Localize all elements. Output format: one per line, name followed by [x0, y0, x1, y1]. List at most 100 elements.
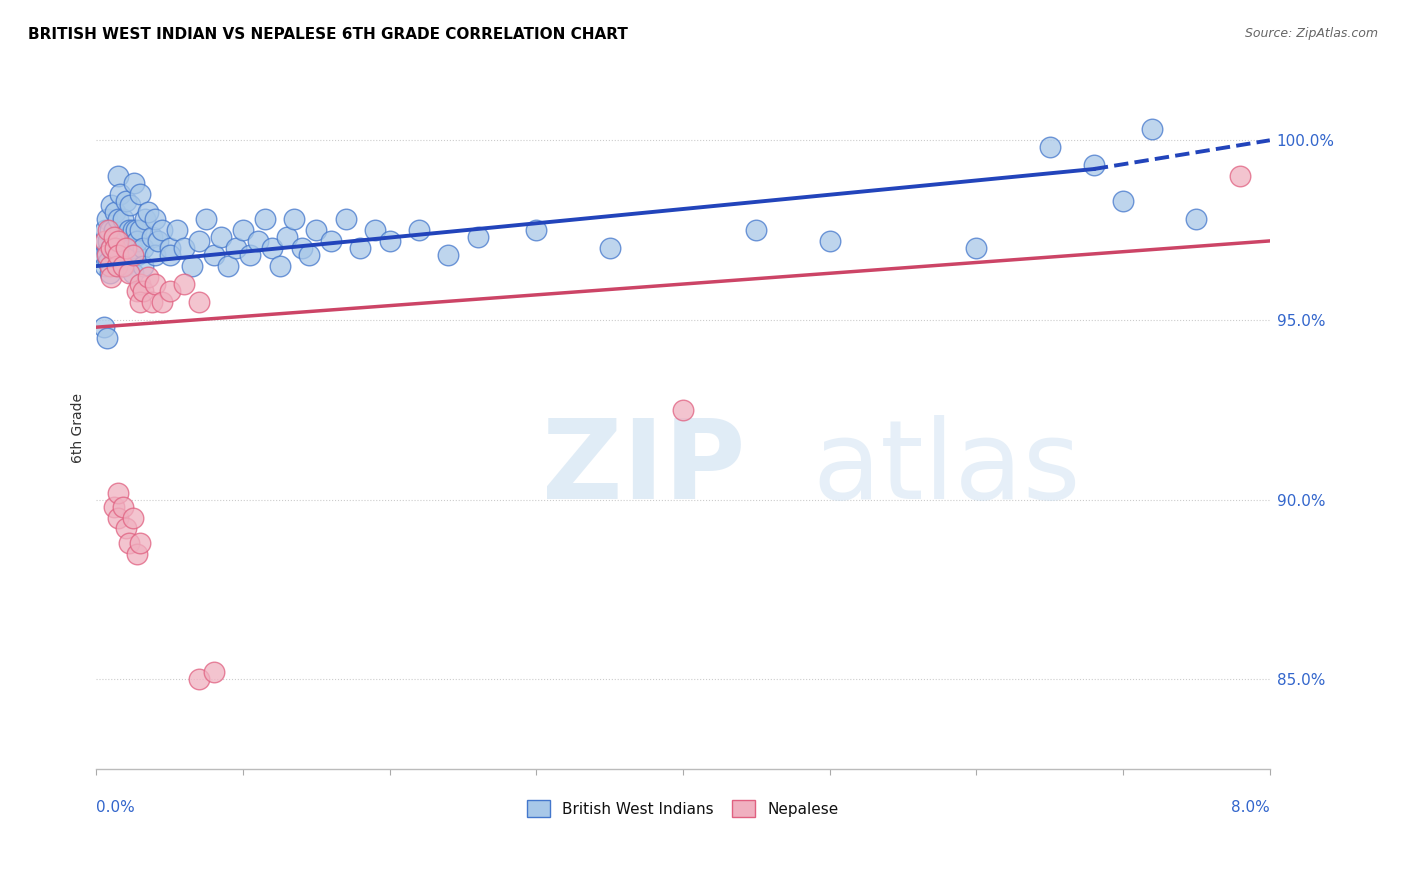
- Point: [283, 212, 305, 227]
- Point: [114, 241, 136, 255]
- Point: [121, 241, 143, 255]
- Point: [100, 241, 122, 255]
- Point: [269, 259, 291, 273]
- Point: [97, 223, 120, 237]
- Point: [349, 241, 371, 255]
- Point: [239, 248, 262, 262]
- Point: [103, 230, 125, 244]
- Point: [93, 320, 115, 334]
- Point: [127, 248, 149, 262]
- Point: [136, 269, 159, 284]
- Point: [298, 248, 321, 262]
- Point: [96, 244, 118, 259]
- Point: [117, 536, 139, 550]
- Point: [127, 234, 149, 248]
- Point: [319, 234, 342, 248]
- Point: [107, 234, 129, 248]
- Point: [98, 223, 121, 237]
- Point: [364, 223, 387, 237]
- Point: [378, 234, 401, 248]
- Point: [107, 485, 129, 500]
- Text: ZIP: ZIP: [543, 416, 745, 523]
- Point: [117, 223, 139, 237]
- Point: [129, 223, 152, 237]
- Text: 8.0%: 8.0%: [1232, 800, 1270, 815]
- Point: [112, 259, 135, 273]
- Point: [437, 248, 460, 262]
- Point: [93, 234, 115, 248]
- Point: [232, 223, 254, 237]
- Point: [97, 255, 120, 269]
- Point: [599, 241, 621, 255]
- Point: [745, 223, 768, 237]
- Text: 0.0%: 0.0%: [97, 800, 135, 815]
- Point: [129, 295, 152, 310]
- Point: [202, 248, 225, 262]
- Point: [129, 277, 152, 291]
- Point: [94, 234, 117, 248]
- Point: [262, 241, 284, 255]
- Point: [246, 234, 269, 248]
- Point: [122, 223, 145, 237]
- Point: [672, 402, 695, 417]
- Point: [132, 259, 155, 273]
- Point: [150, 295, 173, 310]
- Text: atlas: atlas: [813, 416, 1081, 523]
- Point: [143, 248, 166, 262]
- Point: [98, 259, 121, 273]
- Point: [202, 665, 225, 680]
- Point: [129, 187, 152, 202]
- Point: [188, 673, 211, 687]
- Point: [100, 269, 122, 284]
- Point: [98, 266, 121, 280]
- Point: [111, 259, 134, 273]
- Point: [107, 248, 129, 262]
- Point: [1112, 194, 1135, 209]
- Text: Source: ZipAtlas.com: Source: ZipAtlas.com: [1244, 27, 1378, 40]
- Point: [526, 223, 548, 237]
- Point: [335, 212, 357, 227]
- Point: [166, 223, 188, 237]
- Point: [96, 331, 118, 345]
- Point: [111, 500, 134, 514]
- Point: [117, 266, 139, 280]
- Point: [159, 241, 181, 255]
- Point: [150, 223, 173, 237]
- Point: [105, 259, 128, 273]
- Point: [120, 198, 142, 212]
- Point: [209, 230, 232, 244]
- Point: [104, 241, 127, 255]
- Point: [132, 241, 155, 255]
- Point: [818, 234, 841, 248]
- Point: [217, 259, 239, 273]
- Point: [143, 277, 166, 291]
- Point: [1083, 158, 1105, 172]
- Point: [1185, 212, 1208, 227]
- Point: [276, 230, 298, 244]
- Point: [291, 241, 314, 255]
- Point: [188, 234, 211, 248]
- Point: [122, 248, 145, 262]
- Point: [94, 223, 117, 237]
- Point: [110, 234, 132, 248]
- Point: [94, 259, 117, 273]
- Point: [132, 285, 155, 299]
- Point: [103, 248, 125, 262]
- Point: [96, 212, 118, 227]
- Point: [124, 177, 146, 191]
- Point: [117, 248, 139, 262]
- Point: [129, 536, 152, 550]
- Point: [180, 259, 202, 273]
- Point: [1229, 169, 1251, 184]
- Point: [965, 241, 987, 255]
- Point: [100, 198, 122, 212]
- Point: [408, 223, 430, 237]
- Point: [159, 285, 181, 299]
- Point: [146, 234, 169, 248]
- Point: [111, 212, 134, 227]
- Point: [104, 205, 127, 219]
- Point: [97, 234, 120, 248]
- Point: [305, 223, 328, 237]
- Point: [114, 241, 136, 255]
- Point: [107, 510, 129, 524]
